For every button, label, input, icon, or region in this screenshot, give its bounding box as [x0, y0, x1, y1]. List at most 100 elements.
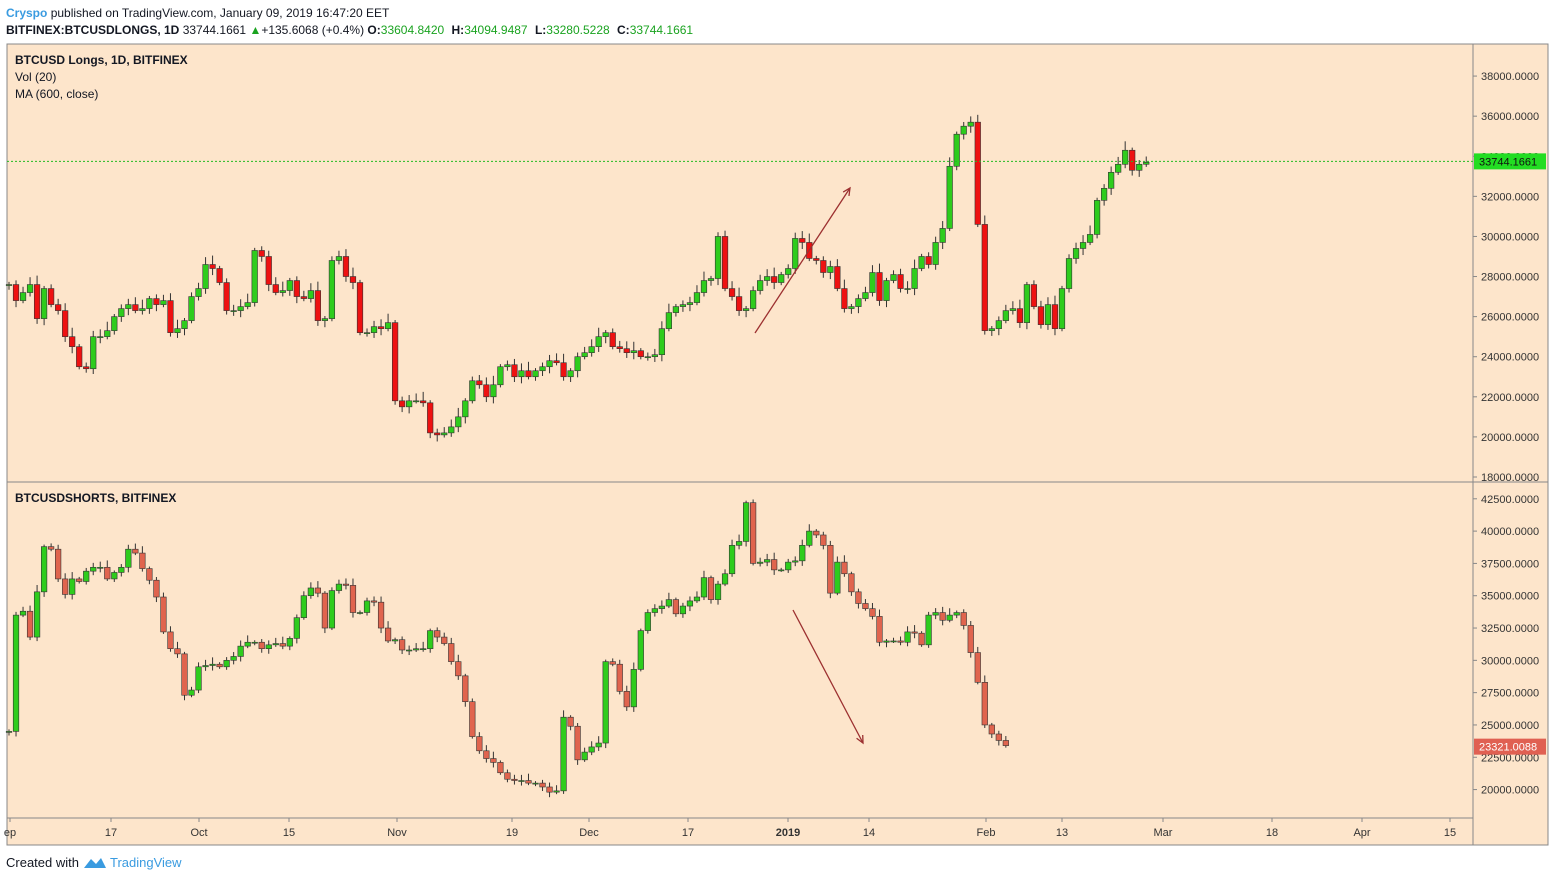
- x-tick-label: 15: [283, 827, 295, 839]
- candle-body: [237, 645, 244, 657]
- candle-body: [33, 591, 41, 638]
- candle-body: [62, 578, 69, 595]
- candle-body: [869, 608, 876, 617]
- candle-body: [960, 125, 967, 135]
- candle-body: [335, 256, 343, 261]
- candle-body: [434, 630, 441, 638]
- candle-body: [855, 591, 862, 604]
- candle-body: [742, 502, 750, 542]
- candle-body: [728, 288, 736, 297]
- candle-body: [567, 716, 574, 727]
- candle-body: [188, 689, 195, 696]
- candle-body: [700, 280, 708, 293]
- candle-body: [672, 306, 679, 313]
- candle-body: [504, 364, 511, 368]
- candle-body: [658, 605, 665, 609]
- candle-body: [293, 280, 300, 297]
- y-tick-label: 24000.0000: [1481, 352, 1539, 364]
- candle-body: [76, 346, 83, 368]
- published-text: published on TradingView.com, January 09…: [50, 6, 390, 20]
- candle-body: [735, 541, 743, 546]
- x-tick-label: Nov: [387, 827, 407, 839]
- candle-body: [111, 572, 118, 580]
- candle-body: [497, 366, 504, 386]
- candle-body: [427, 402, 434, 434]
- candle-body: [602, 332, 609, 337]
- candle-body: [48, 288, 55, 305]
- candle-body: [223, 282, 230, 311]
- candle-body: [855, 298, 862, 307]
- created-with-text: Created with: [6, 855, 79, 870]
- candle-body: [693, 292, 701, 303]
- candle-body: [420, 400, 427, 404]
- candle-body: [167, 300, 174, 333]
- candle-body: [623, 348, 630, 354]
- author-name[interactable]: Cryspo: [6, 6, 48, 20]
- candle-body: [174, 648, 181, 655]
- candle-body: [181, 653, 188, 696]
- candle-body: [799, 545, 806, 562]
- y-tick-label: 32500.0000: [1481, 623, 1539, 635]
- candle-body: [953, 612, 960, 616]
- candle-body: [511, 364, 518, 378]
- tradingview-logo-icon: [83, 857, 106, 868]
- candle-body: [806, 530, 813, 546]
- candle-body: [490, 758, 497, 763]
- candle-body: [391, 639, 399, 642]
- candle-body: [651, 608, 658, 613]
- y-tick-label: 20000.0000: [1481, 432, 1539, 444]
- candle-body: [434, 432, 441, 436]
- candle-body: [448, 643, 455, 662]
- candle-body: [525, 780, 532, 784]
- candle-body: [553, 360, 560, 364]
- candle-body: [26, 284, 34, 293]
- legend-entry: BTCUSD Longs, 1D, BITFINEX: [15, 53, 188, 67]
- candle-body: [328, 590, 336, 629]
- x-tick-label: Oct: [190, 827, 207, 839]
- candle-body: [19, 610, 27, 616]
- candle-body: [792, 560, 799, 563]
- candle-body: [532, 370, 539, 378]
- candle-body: [932, 242, 939, 265]
- candle-body: [911, 268, 918, 289]
- candle-body: [960, 612, 967, 626]
- candle-body: [427, 630, 434, 650]
- x-tick-label: 2019: [776, 827, 800, 839]
- candle-body: [230, 656, 237, 661]
- tradingview-brand[interactable]: TradingView: [109, 855, 182, 870]
- candle-body: [258, 641, 265, 650]
- candle-body: [1136, 163, 1143, 171]
- candle-body: [335, 583, 343, 591]
- candle-body: [83, 366, 90, 370]
- candle-body: [279, 290, 286, 293]
- candle-body: [370, 326, 378, 333]
- trend-arrow-head: [842, 186, 851, 197]
- candle-body: [609, 661, 616, 665]
- candle-body: [595, 336, 602, 347]
- candle-body: [321, 592, 329, 629]
- change-arrow-icon: ▲: [249, 23, 262, 37]
- candle-body: [679, 304, 687, 307]
- open-value: 33604.8420: [380, 23, 445, 37]
- candle-body: [539, 366, 546, 372]
- candle-body: [202, 264, 209, 289]
- candle-body: [792, 238, 799, 269]
- candle-body: [862, 603, 869, 609]
- candle-body: [314, 587, 321, 594]
- candle-body: [967, 121, 974, 127]
- candle-body: [925, 614, 932, 646]
- candle-body: [1086, 234, 1094, 243]
- candle-body: [588, 346, 595, 354]
- candle-body: [602, 661, 609, 744]
- chart-frame: [6, 43, 1549, 846]
- candle-body: [160, 596, 167, 633]
- y-tick-label: 27500.0000: [1481, 688, 1539, 700]
- x-tick-label: Apr: [1353, 827, 1370, 839]
- candle-body: [321, 318, 329, 321]
- candle-body: [391, 322, 399, 402]
- candle-body: [588, 746, 595, 753]
- candle-body: [399, 639, 406, 651]
- y-tick-label: 32000.0000: [1481, 191, 1539, 203]
- low-value: 33280.5228: [546, 23, 610, 37]
